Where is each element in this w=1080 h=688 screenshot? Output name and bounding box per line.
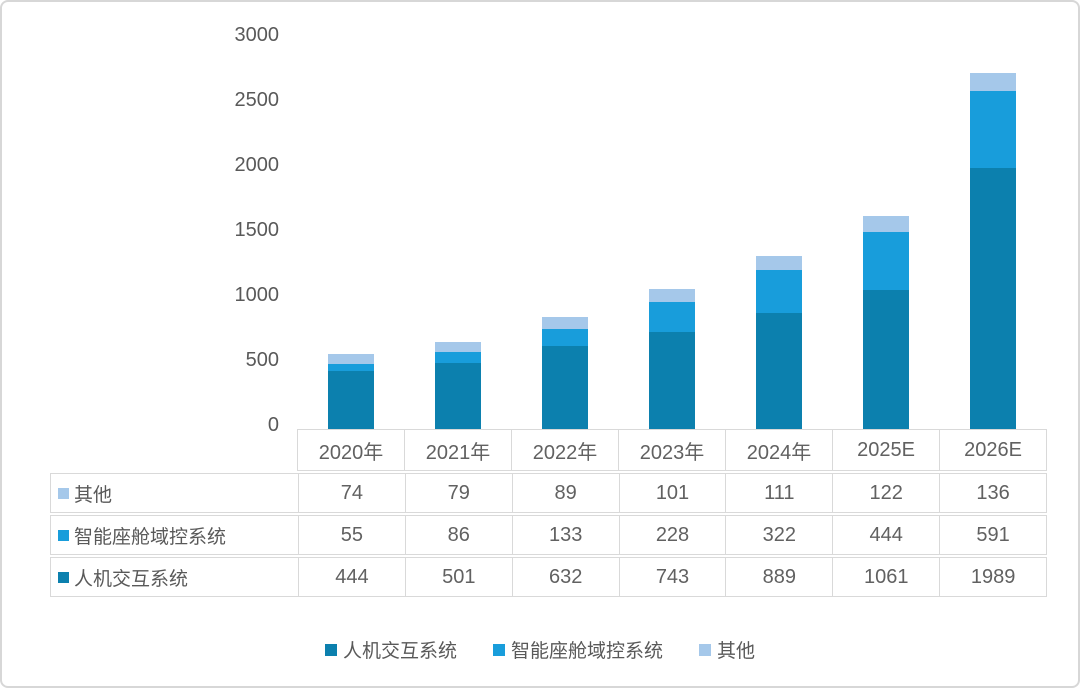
table-row-hmi: 人机交互系统 444 501 632 743 889 1061 1989 (50, 557, 1047, 597)
table-value-cell: 1061 (832, 558, 939, 596)
table-header-cell: 2024年 (725, 430, 832, 470)
table-value-cell: 79 (404, 474, 512, 512)
legend-swatch-icon (699, 643, 711, 656)
table-row-label: 其他 (51, 474, 298, 512)
table-value-cell: 444 (832, 516, 939, 554)
table-row-other: 其他 74 79 89 101 111 122 136 (50, 473, 1047, 513)
table-value-cell: 444 (298, 558, 405, 596)
y-axis-tick-label: 500 (245, 349, 279, 371)
stacked-bar (327, 353, 374, 429)
series-name: 人机交互系统 (74, 568, 189, 590)
bar-column-2022年 (511, 35, 618, 429)
y-axis: 0 500 1000 1500 2000 2500 3000 (2, 2, 280, 436)
stacked-bar (541, 317, 588, 429)
table-row-label: 人机交互系统 (51, 558, 298, 596)
table-value-cell: 228 (618, 516, 726, 554)
bar-segment-cockpit-domain (648, 301, 695, 332)
table-header-cell: 2025E (832, 430, 939, 470)
series-key-square-icon (58, 487, 69, 499)
table-value-cell: 86 (404, 516, 512, 554)
table-value-cell: 591 (939, 516, 1046, 554)
stacked-bar (863, 215, 910, 429)
bar-segment-hmi (756, 312, 803, 429)
y-axis-tick-label: 2000 (234, 154, 280, 176)
stacked-bar (970, 72, 1017, 429)
table-header-cell: 2021年 (404, 430, 511, 470)
stacked-bar (756, 255, 803, 429)
legend-label: 智能座舱域控系统 (510, 641, 663, 662)
bar-segment-other (756, 255, 803, 271)
y-axis-tick-label: 0 (267, 414, 279, 436)
legend-swatch-icon (324, 643, 337, 656)
bar-column-2026E (940, 35, 1047, 429)
bar-column-2021年 (404, 35, 511, 429)
bar-column-2023年 (618, 35, 725, 429)
table-value-cell: 1989 (939, 558, 1046, 596)
bar-segment-hmi (327, 370, 374, 429)
bar-segment-other (648, 288, 695, 302)
bar-segment-hmi (648, 331, 695, 429)
table-header-cell: 2022年 (511, 430, 618, 470)
bar-segment-other (970, 72, 1017, 91)
table-value-cell: 122 (832, 474, 939, 512)
bar-segment-cockpit-domain (970, 90, 1017, 169)
plot-area (297, 35, 1047, 429)
legend-swatch-icon (492, 643, 505, 656)
table-value-cell: 101 (618, 474, 726, 512)
bar-segment-cockpit-domain (541, 328, 588, 347)
series-name: 其他 (74, 484, 113, 506)
y-axis-tick-label: 1500 (234, 219, 280, 241)
table-row-label: 智能座舱域控系统 (51, 516, 298, 554)
table-value-cell: 501 (404, 558, 512, 596)
table-value-cell: 55 (298, 516, 405, 554)
bar-segment-cockpit-domain (434, 352, 481, 364)
stacked-bar (648, 288, 695, 429)
legend-item-other: 其他 (699, 636, 755, 663)
bar-segment-other (434, 341, 481, 353)
bar-column-2024年 (726, 35, 833, 429)
table-header-row: 2020年 2021年 2022年 2023年 2024年 2025E 2026E (297, 429, 1047, 471)
table-value-cell: 632 (511, 558, 619, 596)
table-header-cell: 2020年 (318, 441, 384, 464)
bar-segment-other (863, 215, 910, 232)
stacked-bar (434, 341, 481, 429)
bar-segment-cockpit-domain (756, 270, 803, 313)
table-header-cell: 2023年 (618, 430, 725, 470)
table-value-cell: 322 (725, 516, 832, 554)
bar-segment-cockpit-domain (863, 231, 910, 290)
bar-segment-hmi (970, 168, 1017, 429)
y-axis-tick-label: 1000 (234, 284, 280, 306)
table-value-cell: 111 (725, 474, 832, 512)
bar-segment-hmi (863, 289, 910, 429)
bar-column-2020年 (297, 35, 404, 429)
series-name: 智能座舱域控系统 (74, 526, 227, 548)
legend-item-cockpit-domain: 智能座舱域控系统 (492, 636, 663, 663)
table-value-cell: 133 (511, 516, 619, 554)
series-key-square-icon (58, 529, 69, 541)
legend-label: 其他 (717, 641, 756, 662)
table-value-cell: 743 (618, 558, 726, 596)
table-value-cell: 89 (511, 474, 619, 512)
table-value-cell: 74 (298, 474, 405, 512)
table-value-cell: 136 (939, 474, 1046, 512)
bar-segment-other (541, 317, 588, 329)
legend-item-hmi: 人机交互系统 (324, 636, 457, 663)
table-header-cell: 2026E (939, 430, 1046, 470)
bar-segment-hmi (434, 363, 481, 429)
bar-segment-cockpit-domain (327, 363, 374, 371)
y-axis-tick-label: 3000 (234, 24, 280, 46)
bar-column-2025E (833, 35, 940, 429)
legend: 人机交互系统 智能座舱域控系统 其他 (2, 636, 1078, 663)
table-row-cockpit-domain: 智能座舱域控系统 55 86 133 228 322 444 591 (50, 515, 1047, 555)
data-table: 2020年 2021年 2022年 2023年 2024年 2025E 2026E 其他 74 7… (50, 429, 1047, 597)
bar-segment-other (327, 353, 374, 364)
y-axis-tick-label: 2500 (234, 89, 280, 111)
series-key-square-icon (58, 571, 69, 583)
bar-segment-hmi (541, 346, 588, 429)
legend-label: 人机交互系统 (342, 641, 457, 662)
table-value-cell: 889 (725, 558, 832, 596)
